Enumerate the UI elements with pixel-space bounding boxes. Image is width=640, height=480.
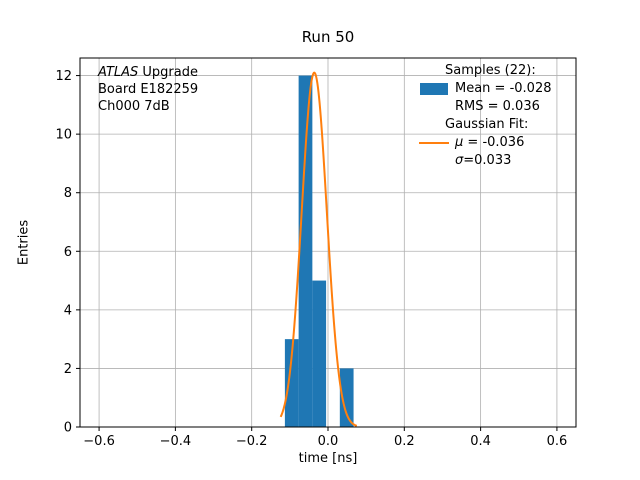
annotation-line-1: ATLAS Upgrade bbox=[98, 64, 198, 81]
legend-entry-sigma: σ=0.033 bbox=[419, 152, 551, 170]
plot-annotation: ATLAS Upgrade Board E182259 Ch000 7dB bbox=[98, 64, 198, 115]
x-tick-label: 0.6 bbox=[547, 434, 568, 449]
legend-mean-label: Mean = -0.028 bbox=[455, 81, 552, 96]
y-tick-label: 6 bbox=[64, 245, 72, 260]
legend: Samples (22): Mean = -0.028 RMS = 0.036 … bbox=[419, 62, 551, 170]
histogram-bar bbox=[312, 280, 327, 427]
y-tick-label: 10 bbox=[55, 128, 72, 143]
legend-entry-mean: Mean = -0.028 bbox=[419, 80, 551, 98]
legend-mu-label: μ = -0.036 bbox=[455, 135, 525, 150]
legend-entry-mu: μ = -0.036 bbox=[419, 134, 551, 152]
chart-title: Run 50 bbox=[301, 28, 355, 46]
histogram-bar bbox=[298, 75, 313, 428]
annotation-upgrade: Upgrade bbox=[138, 65, 198, 80]
legend-header-samples: Samples (22): bbox=[445, 63, 536, 78]
x-tick-label: −0.4 bbox=[160, 434, 192, 449]
legend-spacer bbox=[419, 152, 449, 170]
legend-header-fit: Gaussian Fit: bbox=[445, 117, 529, 132]
x-tick-label: 0.4 bbox=[470, 434, 491, 449]
legend-spacer bbox=[419, 98, 449, 116]
y-tick-label: 4 bbox=[64, 303, 72, 318]
legend-rms-label: RMS = 0.036 bbox=[455, 99, 540, 114]
annotation-atlas: ATLAS bbox=[98, 65, 139, 80]
x-axis-label: time [ns] bbox=[298, 451, 358, 466]
annotation-line-2: Board E182259 bbox=[98, 82, 199, 97]
x-tick-label: 0.0 bbox=[318, 434, 339, 449]
fit-line-swatch-icon bbox=[419, 134, 449, 152]
x-tick-label: −0.2 bbox=[236, 434, 268, 449]
histogram-bar bbox=[339, 368, 354, 427]
y-tick-label: 0 bbox=[64, 421, 72, 436]
histogram-bar bbox=[284, 339, 299, 427]
legend-sigma-label: σ=0.033 bbox=[455, 153, 512, 168]
legend-entry-rms: RMS = 0.036 bbox=[419, 98, 551, 116]
annotation-line-3: Ch000 7dB bbox=[98, 99, 170, 114]
y-axis-label: Entries bbox=[16, 219, 32, 266]
y-tick-label: 8 bbox=[64, 186, 72, 201]
gaussian-fit-curve bbox=[279, 71, 358, 427]
x-tick-label: 0.2 bbox=[394, 434, 415, 449]
histogram-swatch-icon bbox=[419, 80, 449, 98]
y-tick-label: 2 bbox=[64, 362, 72, 377]
y-tick-label: 12 bbox=[55, 69, 72, 84]
x-tick-label: −0.6 bbox=[83, 434, 115, 449]
